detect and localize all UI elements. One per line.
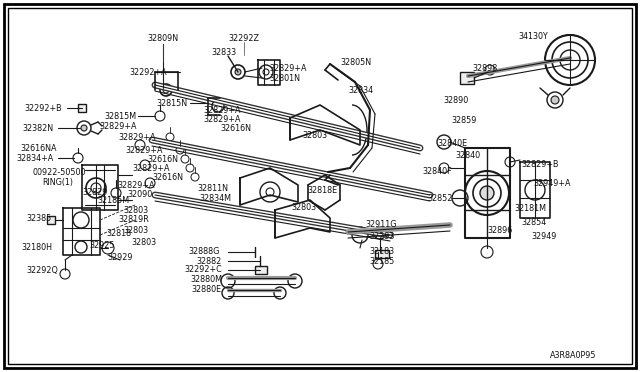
Circle shape xyxy=(551,96,559,104)
Text: 32815N: 32815N xyxy=(157,99,188,108)
Circle shape xyxy=(235,69,241,75)
Text: 32929: 32929 xyxy=(108,253,132,263)
Text: 32880E: 32880E xyxy=(192,285,222,295)
Bar xyxy=(47,216,55,224)
Text: 32801N: 32801N xyxy=(269,74,300,83)
Text: 32292Z: 32292Z xyxy=(228,33,259,42)
Text: 32815M: 32815M xyxy=(105,112,137,121)
Text: 32803: 32803 xyxy=(132,237,157,247)
Text: 32834M: 32834M xyxy=(199,193,231,202)
Text: 32803: 32803 xyxy=(124,205,149,215)
Text: A3R8A0P95: A3R8A0P95 xyxy=(550,350,596,359)
Text: 32833: 32833 xyxy=(211,48,237,57)
Text: 32185M: 32185M xyxy=(98,196,130,205)
Text: 32854: 32854 xyxy=(521,218,547,227)
Text: 32896: 32896 xyxy=(487,225,512,234)
Text: 32809N: 32809N xyxy=(147,33,179,42)
Text: 32811N: 32811N xyxy=(197,183,228,192)
Text: 32183: 32183 xyxy=(369,247,394,257)
Bar xyxy=(255,266,267,274)
Text: 32829+B: 32829+B xyxy=(521,160,559,169)
Text: RING(1): RING(1) xyxy=(42,177,73,186)
Text: 32829+A: 32829+A xyxy=(204,106,241,115)
Text: 32090: 32090 xyxy=(128,189,153,199)
Text: 32616NA: 32616NA xyxy=(20,144,57,153)
Text: 32834: 32834 xyxy=(348,86,373,94)
Text: 32616N: 32616N xyxy=(220,124,251,132)
Text: 32616N: 32616N xyxy=(152,173,183,182)
Text: 32293: 32293 xyxy=(369,231,394,241)
Text: 32181M: 32181M xyxy=(514,203,546,212)
Text: 34130Y: 34130Y xyxy=(518,32,548,41)
Text: 32829+A: 32829+A xyxy=(118,132,156,141)
Text: 00922-50500: 00922-50500 xyxy=(32,167,86,176)
Text: 32185: 32185 xyxy=(369,257,394,266)
Text: 32888G: 32888G xyxy=(189,247,220,257)
Text: 32292Q: 32292Q xyxy=(26,266,58,275)
Bar xyxy=(460,72,474,84)
Text: 32180H: 32180H xyxy=(21,244,52,253)
Text: 32852: 32852 xyxy=(428,193,453,202)
Text: 32803: 32803 xyxy=(124,225,149,234)
Text: 32840: 32840 xyxy=(456,151,481,160)
Text: 32834+A: 32834+A xyxy=(17,154,54,163)
Text: 32829+A: 32829+A xyxy=(118,180,155,189)
Text: 32840F: 32840F xyxy=(422,167,452,176)
Text: 32829: 32829 xyxy=(83,187,108,196)
Text: 32829+A: 32829+A xyxy=(125,145,163,154)
Text: 32292+B: 32292+B xyxy=(24,103,62,112)
Text: 32818: 32818 xyxy=(107,228,132,237)
Text: 32882: 32882 xyxy=(196,257,222,266)
Text: 32292+A: 32292+A xyxy=(129,67,167,77)
Text: 32805N: 32805N xyxy=(340,58,371,67)
Circle shape xyxy=(81,125,87,131)
Text: 32859: 32859 xyxy=(452,115,477,125)
Text: 32949+A: 32949+A xyxy=(533,179,570,187)
Text: 32949: 32949 xyxy=(531,231,556,241)
Circle shape xyxy=(480,186,494,200)
Text: 32840E: 32840E xyxy=(438,138,468,148)
Text: 32819R: 32819R xyxy=(118,215,149,224)
Text: 32829+A: 32829+A xyxy=(132,164,170,173)
Text: 32616N: 32616N xyxy=(147,154,178,164)
Text: 32925: 32925 xyxy=(89,241,115,250)
Text: 32382N: 32382N xyxy=(23,124,54,132)
Bar xyxy=(78,104,86,112)
Text: 32829+A: 32829+A xyxy=(269,64,307,73)
Text: 32829+A: 32829+A xyxy=(204,115,241,124)
Text: 32880M: 32880M xyxy=(190,275,222,283)
Text: 32898: 32898 xyxy=(472,64,498,73)
Text: 32385: 32385 xyxy=(27,214,52,222)
Bar xyxy=(375,250,389,258)
Text: 32803: 32803 xyxy=(302,131,327,140)
Text: 32292+C: 32292+C xyxy=(184,266,222,275)
Text: 32803: 32803 xyxy=(291,202,316,212)
Text: 32890: 32890 xyxy=(444,96,469,105)
Text: 32829+A: 32829+A xyxy=(99,122,137,131)
Text: 32818E: 32818E xyxy=(307,186,337,195)
Text: 32911G: 32911G xyxy=(365,219,397,228)
